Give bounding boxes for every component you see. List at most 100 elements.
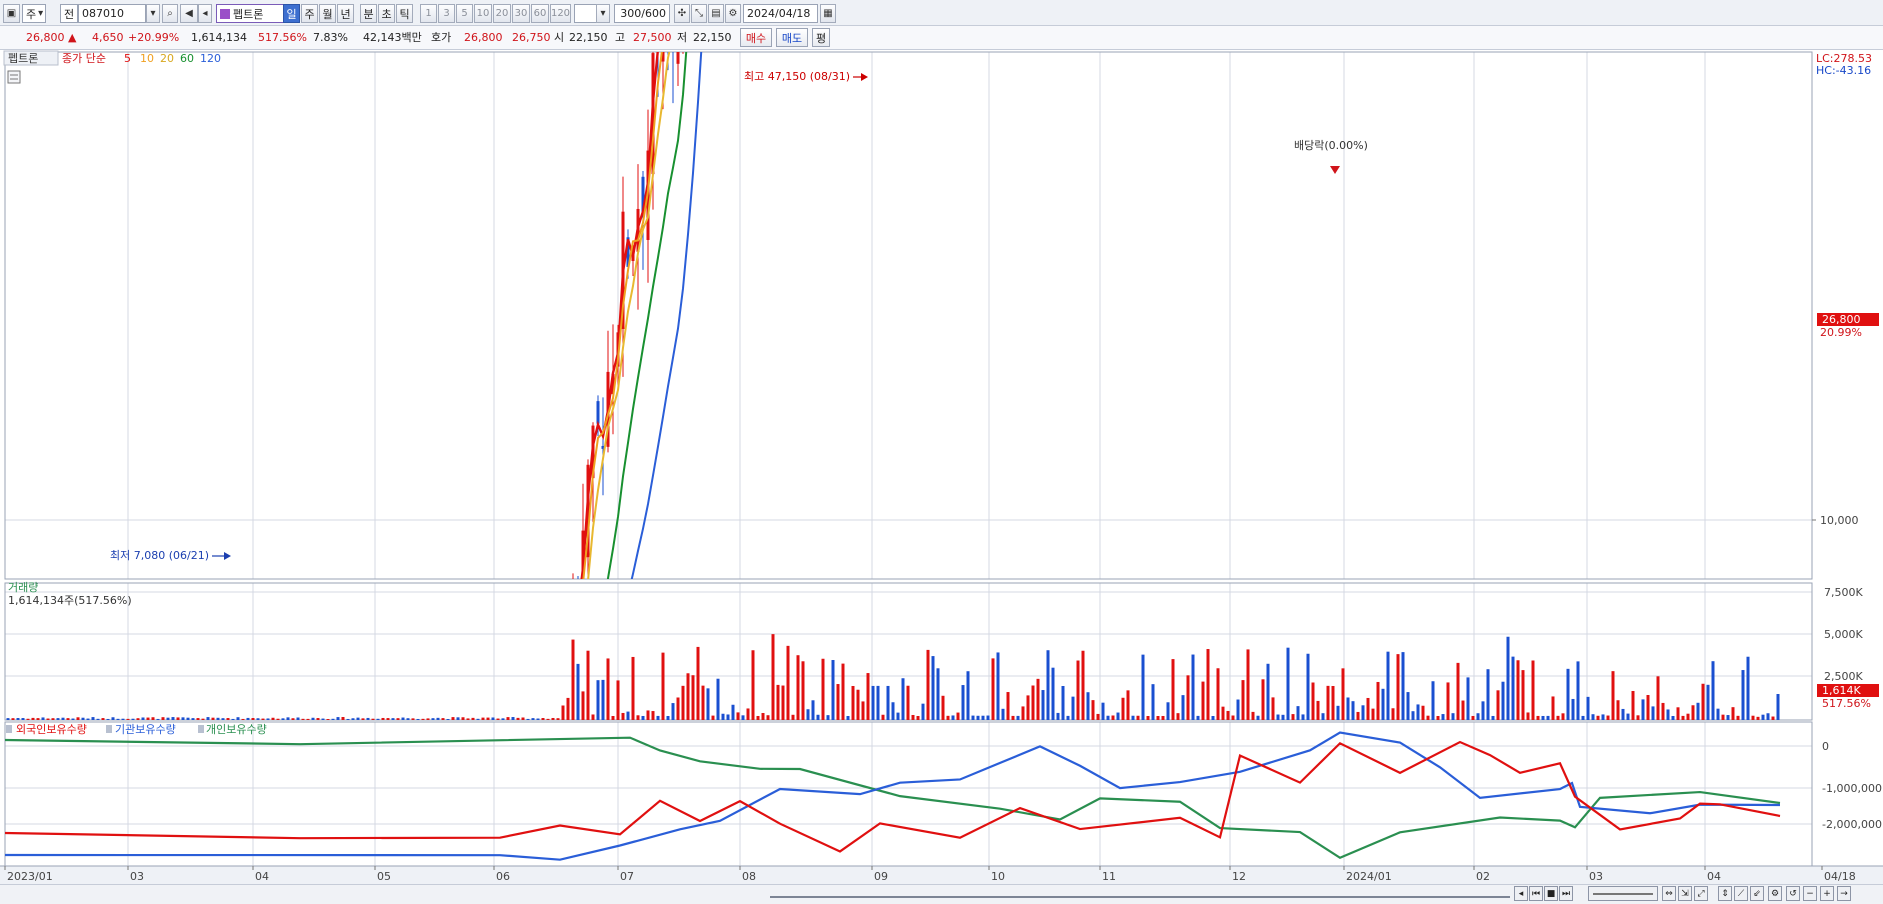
volume-bar <box>66 718 70 720</box>
volume-bar <box>1286 647 1290 720</box>
period-week[interactable]: 주 <box>301 4 318 23</box>
volume-bar <box>1761 714 1765 720</box>
zoom-in-icon[interactable]: + <box>1820 886 1834 901</box>
trend-icon[interactable]: ⟋ <box>1734 886 1748 901</box>
interval-20[interactable]: 20 <box>493 4 511 23</box>
volume-bar <box>351 718 355 720</box>
panel-table-icon[interactable] <box>7 70 21 84</box>
ma-legend-60: 60 <box>180 52 194 65</box>
volume-bar <box>1166 702 1170 720</box>
volume-bar <box>1281 714 1285 720</box>
volume-bars <box>6 634 1780 720</box>
period-tick[interactable]: 틱 <box>396 4 413 23</box>
volume-bar <box>151 717 155 720</box>
interval-3[interactable]: 3 <box>438 4 455 23</box>
interval-60[interactable]: 60 <box>531 4 549 23</box>
scroll-left-icon[interactable]: ◂ <box>1514 886 1528 901</box>
scroll-right-icon[interactable]: → <box>1837 886 1851 901</box>
speaker-icon[interactable]: ◀ <box>180 4 198 23</box>
period-minute[interactable]: 분 <box>360 4 377 23</box>
interval-1[interactable]: 1 <box>420 4 437 23</box>
save-icon[interactable]: ▤ <box>708 4 724 23</box>
volume-bar <box>1186 675 1190 720</box>
volume-bar <box>341 717 345 720</box>
volume-bar <box>256 718 260 720</box>
date-input[interactable]: 2024/04/18 <box>743 4 818 23</box>
volume-bar <box>1171 659 1175 720</box>
scroll-first-icon[interactable]: ⏮ <box>1529 886 1543 901</box>
calendar-icon[interactable]: ▦ <box>820 4 836 23</box>
candle-body <box>332 771 335 772</box>
volume-bar <box>211 717 215 720</box>
interval-30[interactable]: 30 <box>512 4 530 23</box>
volume-bar <box>611 716 615 720</box>
holding-legend-foreign: 외국인보유수량 <box>16 723 87 736</box>
interval-spin-icon[interactable]: ▾ <box>596 4 610 23</box>
scroll-last-icon[interactable]: ⏭ <box>1559 886 1573 901</box>
expand-icon[interactable]: ⤢ <box>1694 886 1708 901</box>
volume-bar <box>46 718 50 720</box>
crosshair-icon[interactable]: ✣ <box>674 4 690 23</box>
volume-bar <box>761 712 765 720</box>
volume-bar <box>1626 713 1630 720</box>
candle-body <box>37 748 40 754</box>
candle-body <box>162 760 165 770</box>
volume-bar <box>166 717 170 720</box>
period-year[interactable]: 년 <box>337 4 354 23</box>
volume-bar <box>1561 713 1565 720</box>
volume-bar <box>61 717 65 720</box>
volume-bar <box>436 717 440 720</box>
stop-icon[interactable]: ■ <box>1544 886 1558 901</box>
indicator-tag[interactable]: 펩트론 <box>8 52 38 65</box>
volume-bar <box>486 717 490 720</box>
zoom-icon[interactable]: ⤡ <box>691 4 707 23</box>
period-second[interactable]: 초 <box>378 4 395 23</box>
x-axis-label: 02 <box>1476 870 1490 883</box>
eval-button[interactable]: 평 <box>812 28 830 47</box>
volume-bar <box>1516 660 1520 720</box>
fit-icon[interactable]: ⇔ <box>1662 886 1676 901</box>
volume-bar <box>1031 685 1035 720</box>
volume-bar <box>1581 715 1585 720</box>
market-sub-select[interactable]: 전 <box>60 4 78 23</box>
gear-icon[interactable]: ⚙ <box>725 4 741 23</box>
volume-bar <box>821 658 825 720</box>
search-icon[interactable]: ⌕ <box>162 4 178 23</box>
stock-code-input[interactable]: 087010 <box>78 4 146 23</box>
volume-bar <box>1491 715 1495 720</box>
interval-10[interactable]: 10 <box>474 4 492 23</box>
candle-body <box>142 766 145 767</box>
market-select[interactable]: 주 ▾ <box>22 4 46 23</box>
chart-scrollbar[interactable] <box>0 884 1883 904</box>
candle-body <box>432 760 435 775</box>
candle-body <box>217 763 220 771</box>
volume-bar <box>1161 715 1165 720</box>
market-value: 주 <box>26 7 37 21</box>
volume-bar <box>146 717 150 720</box>
candle-body <box>482 773 485 775</box>
stock-chart[interactable]: 2023/01 03 04 05 06 07 08 09 10 11 12 2024/01 02 03 04… <box>0 50 1883 904</box>
low-arrow-icon <box>224 552 231 560</box>
shrink-icon[interactable]: ⇙ <box>1750 886 1764 901</box>
zoom-slider[interactable] <box>1588 886 1658 901</box>
period-month[interactable]: 월 <box>319 4 336 23</box>
stock-name-box[interactable]: 펩트론 <box>216 4 284 23</box>
reset-icon[interactable]: ↺ <box>1786 886 1800 901</box>
quote-price: 26,800 ▲ <box>26 31 77 44</box>
arrows-icon[interactable]: ⇕ <box>1718 886 1732 901</box>
buy-button[interactable]: 매수 <box>740 28 772 47</box>
candle-body <box>427 764 430 765</box>
interval-120[interactable]: 120 <box>550 4 571 23</box>
volume-bar <box>916 716 920 720</box>
interval-5[interactable]: 5 <box>456 4 473 23</box>
prev-stock-icon[interactable]: ◂ <box>198 4 212 23</box>
zoom-out-icon[interactable]: − <box>1803 886 1817 901</box>
period-day[interactable]: 일 <box>283 4 300 23</box>
count-input[interactable]: 300/600 <box>614 4 670 23</box>
settings-small-icon[interactable]: ⚙ <box>1768 886 1782 901</box>
code-dropdown-icon[interactable]: ▾ <box>146 4 160 23</box>
split-icon[interactable]: ⇲ <box>1678 886 1692 901</box>
layout-icon[interactable]: ▣ <box>3 4 20 23</box>
scroll-track[interactable] <box>770 896 1510 898</box>
sell-button[interactable]: 매도 <box>776 28 808 47</box>
